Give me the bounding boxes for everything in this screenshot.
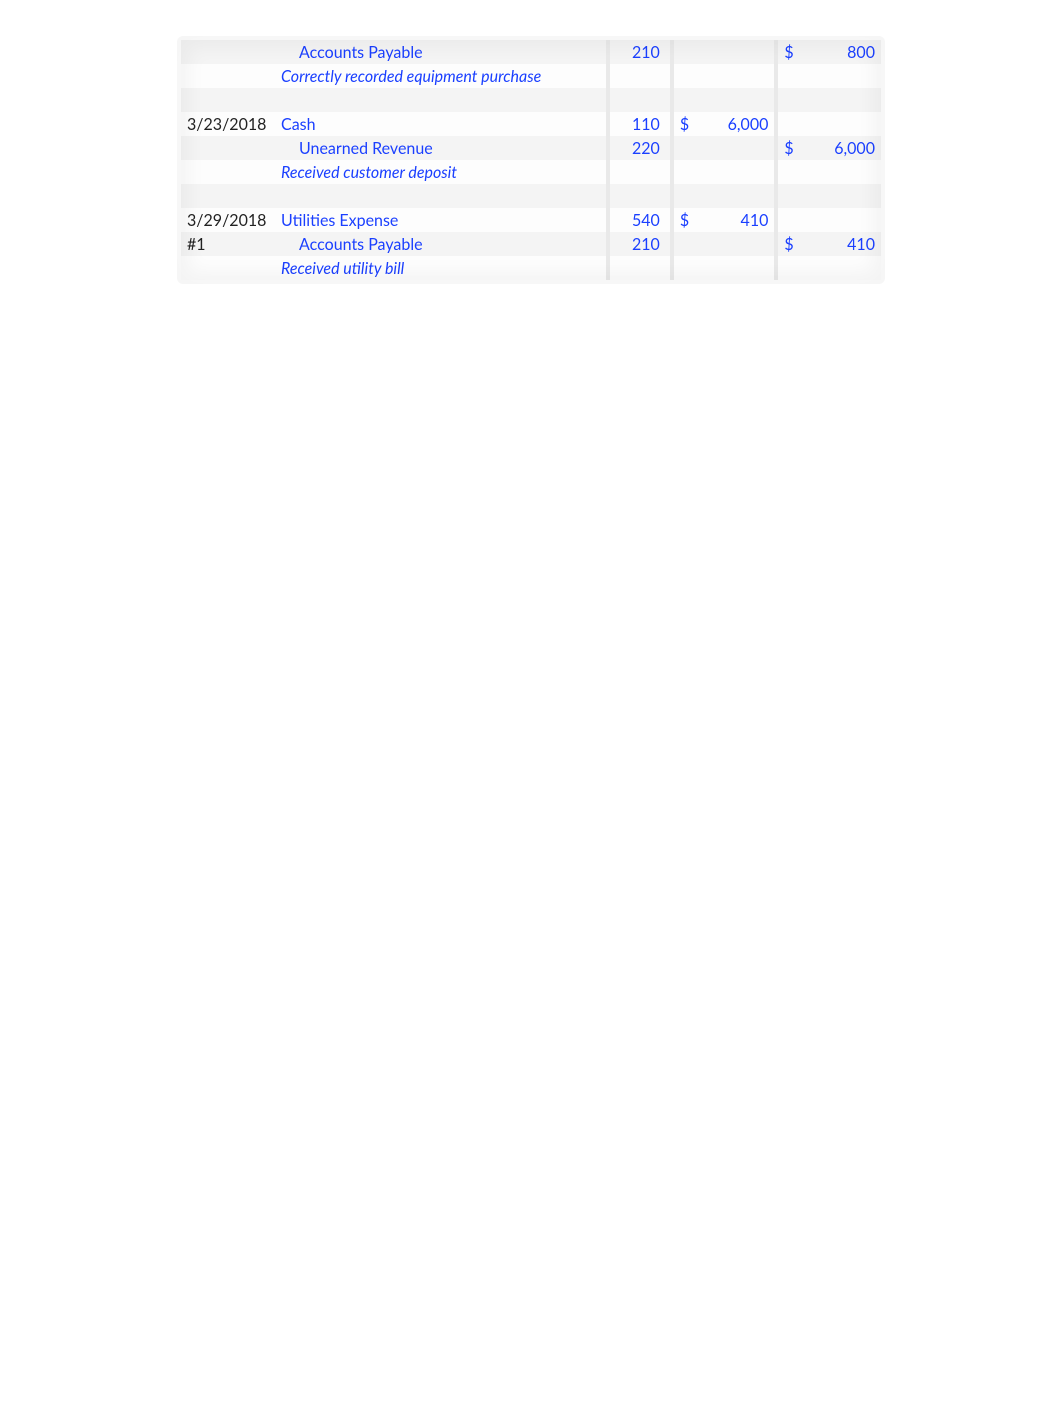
memo-cell: Received utility bill — [277, 256, 608, 280]
ref-cell — [608, 160, 672, 184]
date-cell — [181, 88, 277, 112]
memo-cell: Received customer deposit — [277, 160, 608, 184]
debit-amount — [702, 232, 777, 256]
ref-cell — [608, 88, 672, 112]
debit-symbol — [672, 40, 702, 64]
table-row: Correctly recorded equipment purchase — [181, 64, 881, 88]
credit-symbol — [776, 208, 806, 232]
credit-amount — [806, 64, 881, 88]
debit-amount — [702, 184, 777, 208]
credit-symbol — [776, 88, 806, 112]
credit-amount — [806, 88, 881, 112]
date-cell: #1 — [181, 232, 277, 256]
credit-symbol — [776, 256, 806, 280]
date-cell: 3/23/2018 — [181, 112, 277, 136]
debit-symbol — [672, 64, 702, 88]
debit-amount — [702, 136, 777, 160]
ref-cell: 210 — [608, 232, 672, 256]
account-cell: Unearned Revenue — [277, 136, 608, 160]
credit-symbol — [776, 184, 806, 208]
journal-table: Accounts Payable210$800Correctly recorde… — [181, 40, 881, 280]
date-cell — [181, 136, 277, 160]
table-row: Received customer deposit — [181, 160, 881, 184]
memo-cell: Correctly recorded equipment purchase — [277, 64, 608, 88]
credit-amount — [806, 112, 881, 136]
debit-symbol — [672, 184, 702, 208]
debit-amount — [702, 160, 777, 184]
debit-amount — [702, 64, 777, 88]
ref-cell — [608, 64, 672, 88]
debit-symbol: $ — [672, 208, 702, 232]
table-row — [181, 88, 881, 112]
credit-symbol: $ — [776, 40, 806, 64]
credit-amount — [806, 184, 881, 208]
debit-symbol — [672, 256, 702, 280]
date-cell — [181, 160, 277, 184]
account-cell — [277, 184, 608, 208]
account-cell: Cash — [277, 112, 608, 136]
debit-amount: 410 — [702, 208, 777, 232]
account-cell: Accounts Payable — [277, 40, 608, 64]
debit-symbol — [672, 136, 702, 160]
account-cell: Utilities Expense — [277, 208, 608, 232]
ref-cell — [608, 184, 672, 208]
table-row: 3/23/2018Cash110$6,000 — [181, 112, 881, 136]
credit-amount: 800 — [806, 40, 881, 64]
account-cell — [277, 88, 608, 112]
table-row: Unearned Revenue220 $6,000 — [181, 136, 881, 160]
table-row — [181, 184, 881, 208]
debit-symbol — [672, 88, 702, 112]
date-cell — [181, 256, 277, 280]
debit-amount: 6,000 — [702, 112, 777, 136]
credit-symbol — [776, 160, 806, 184]
account-cell: Accounts Payable — [277, 232, 608, 256]
debit-symbol: $ — [672, 112, 702, 136]
credit-symbol: $ — [776, 136, 806, 160]
credit-amount — [806, 208, 881, 232]
table-row: #1Accounts Payable210 $410 — [181, 232, 881, 256]
credit-symbol — [776, 64, 806, 88]
credit-symbol: $ — [776, 232, 806, 256]
date-cell: 3/29/2018 — [181, 208, 277, 232]
credit-amount: 6,000 — [806, 136, 881, 160]
debit-symbol — [672, 160, 702, 184]
debit-amount — [702, 88, 777, 112]
credit-amount — [806, 160, 881, 184]
ref-cell: 540 — [608, 208, 672, 232]
debit-amount — [702, 40, 777, 64]
table-row: Accounts Payable210 $800 — [181, 40, 881, 64]
journal-sheet: Accounts Payable210$800Correctly recorde… — [181, 40, 881, 280]
debit-symbol — [672, 232, 702, 256]
ref-cell — [608, 256, 672, 280]
table-row: Received utility bill — [181, 256, 881, 280]
ref-cell: 110 — [608, 112, 672, 136]
date-cell — [181, 40, 277, 64]
table-row: 3/29/2018Utilities Expense540$410 — [181, 208, 881, 232]
ref-cell: 210 — [608, 40, 672, 64]
date-cell — [181, 184, 277, 208]
credit-amount: 410 — [806, 232, 881, 256]
credit-amount — [806, 256, 881, 280]
date-cell — [181, 64, 277, 88]
debit-amount — [702, 256, 777, 280]
ref-cell: 220 — [608, 136, 672, 160]
credit-symbol — [776, 112, 806, 136]
